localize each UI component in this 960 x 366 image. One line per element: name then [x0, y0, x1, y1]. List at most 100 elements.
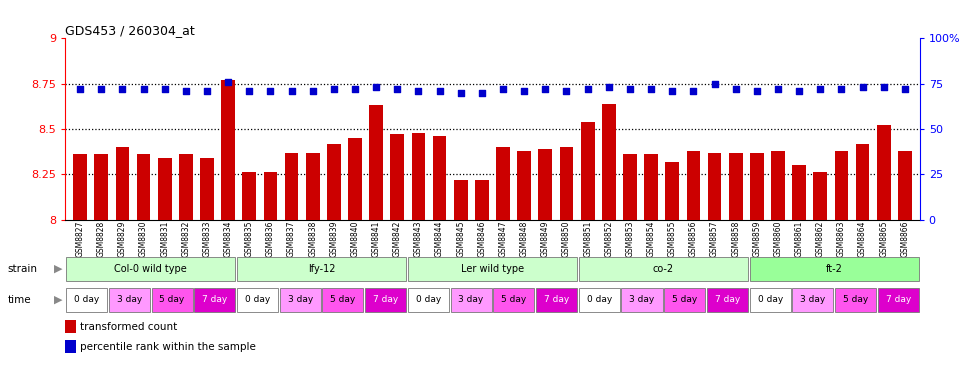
- Point: [242, 88, 257, 94]
- Text: co-2: co-2: [653, 264, 674, 274]
- Bar: [644, 154, 658, 220]
- Bar: [391, 134, 404, 220]
- Bar: [65, 340, 76, 353]
- Bar: [517, 151, 531, 220]
- Point: [898, 86, 913, 92]
- Text: Ler wild type: Ler wild type: [461, 264, 524, 274]
- Text: GSM8843: GSM8843: [414, 221, 423, 257]
- Text: GDS453 / 260304_at: GDS453 / 260304_at: [65, 24, 195, 37]
- Bar: [835, 288, 876, 312]
- Point: [580, 86, 595, 92]
- Point: [72, 86, 87, 92]
- Bar: [792, 165, 806, 220]
- Point: [200, 88, 215, 94]
- Text: strain: strain: [8, 264, 37, 274]
- Text: GSM8830: GSM8830: [139, 221, 148, 257]
- Bar: [179, 154, 193, 220]
- Text: 7 day: 7 day: [544, 295, 569, 304]
- Bar: [433, 136, 446, 220]
- Text: 7 day: 7 day: [886, 295, 911, 304]
- Text: GSM8829: GSM8829: [118, 221, 127, 257]
- Bar: [729, 153, 743, 220]
- Text: percentile rank within the sample: percentile rank within the sample: [81, 342, 256, 352]
- Bar: [581, 122, 594, 220]
- Text: GSM8858: GSM8858: [732, 221, 740, 257]
- Point: [812, 86, 828, 92]
- Bar: [285, 153, 299, 220]
- Text: GSM8847: GSM8847: [498, 221, 508, 257]
- Point: [284, 88, 300, 94]
- Bar: [708, 153, 721, 220]
- Text: GSM8835: GSM8835: [245, 221, 253, 257]
- Text: GSM8849: GSM8849: [540, 221, 550, 257]
- Text: 0 day: 0 day: [757, 295, 782, 304]
- Text: GSM8855: GSM8855: [668, 221, 677, 257]
- Text: ▶: ▶: [54, 264, 62, 274]
- Point: [305, 88, 321, 94]
- Point: [601, 85, 616, 90]
- Point: [348, 86, 363, 92]
- Point: [390, 86, 405, 92]
- Point: [432, 88, 447, 94]
- Bar: [242, 172, 256, 220]
- Text: 5 day: 5 day: [501, 295, 526, 304]
- Point: [114, 86, 130, 92]
- Bar: [323, 288, 364, 312]
- Bar: [834, 151, 849, 220]
- Point: [411, 88, 426, 94]
- Bar: [560, 147, 573, 220]
- Text: GSM8861: GSM8861: [795, 221, 804, 257]
- Bar: [876, 126, 891, 220]
- Point: [728, 86, 743, 92]
- Point: [263, 88, 278, 94]
- Text: GSM8856: GSM8856: [689, 221, 698, 257]
- Point: [664, 88, 680, 94]
- Bar: [73, 154, 87, 220]
- Text: 0 day: 0 day: [416, 295, 441, 304]
- Text: 5 day: 5 day: [330, 295, 355, 304]
- Bar: [306, 153, 320, 220]
- Text: 7 day: 7 day: [203, 295, 228, 304]
- Text: 5 day: 5 day: [672, 295, 697, 304]
- Point: [770, 86, 785, 92]
- Text: 7 day: 7 day: [715, 295, 740, 304]
- Point: [516, 88, 532, 94]
- Bar: [412, 132, 425, 220]
- Bar: [750, 257, 919, 281]
- Point: [495, 86, 511, 92]
- Bar: [327, 143, 341, 220]
- Bar: [707, 288, 748, 312]
- Text: 5 day: 5 day: [843, 295, 868, 304]
- Bar: [279, 288, 321, 312]
- Point: [453, 90, 468, 96]
- Bar: [475, 180, 489, 220]
- Text: ft-2: ft-2: [826, 264, 843, 274]
- Bar: [536, 288, 577, 312]
- Text: GSM8864: GSM8864: [858, 221, 867, 257]
- Point: [538, 86, 553, 92]
- Bar: [623, 154, 636, 220]
- Bar: [898, 151, 912, 220]
- Text: GSM8841: GSM8841: [372, 221, 381, 257]
- Text: GSM8863: GSM8863: [837, 221, 846, 257]
- Bar: [450, 288, 492, 312]
- Bar: [579, 257, 748, 281]
- Bar: [94, 154, 108, 220]
- Bar: [454, 180, 468, 220]
- Bar: [370, 105, 383, 220]
- Bar: [221, 80, 235, 220]
- Point: [93, 86, 108, 92]
- Bar: [194, 288, 235, 312]
- Bar: [66, 257, 235, 281]
- Point: [157, 86, 173, 92]
- Bar: [579, 288, 620, 312]
- Text: lfy-12: lfy-12: [308, 264, 335, 274]
- Bar: [108, 288, 150, 312]
- Bar: [200, 158, 214, 220]
- Point: [326, 86, 342, 92]
- Text: time: time: [8, 295, 32, 305]
- Text: 7 day: 7 day: [373, 295, 398, 304]
- Point: [136, 86, 152, 92]
- Point: [221, 79, 236, 85]
- Point: [643, 86, 659, 92]
